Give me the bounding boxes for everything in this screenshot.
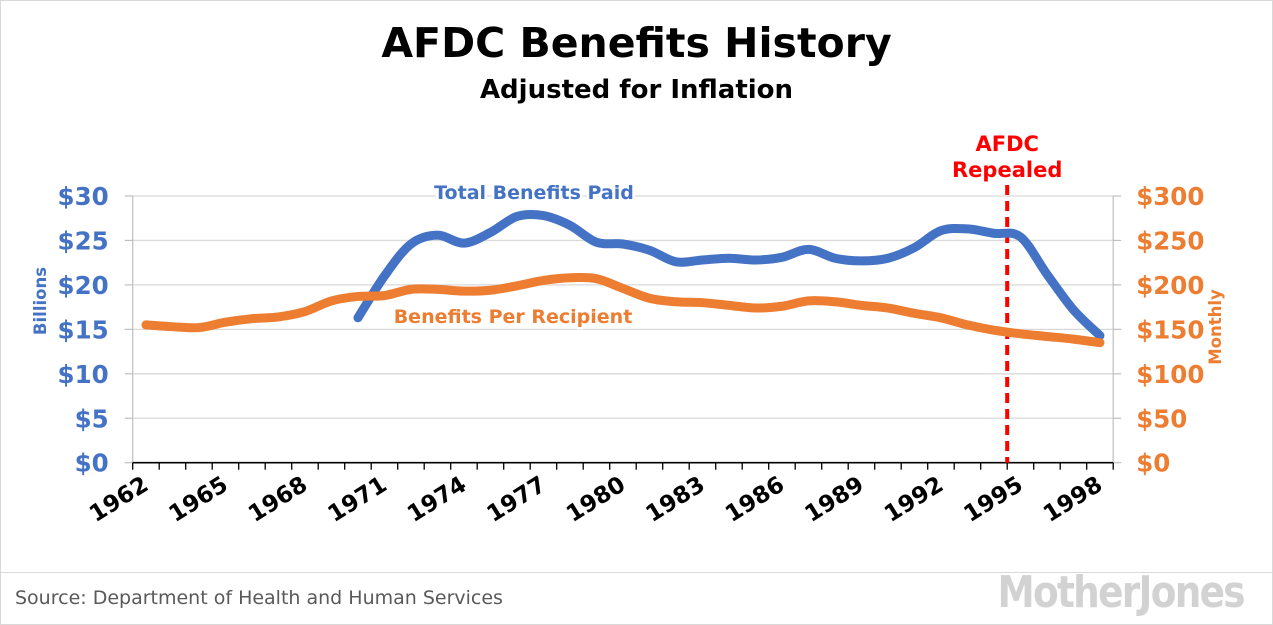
repeal-marker-label: Repealed [952, 158, 1062, 182]
y-axis-right-tick-label: $50 [1136, 404, 1187, 433]
repeal-marker-label: AFDC [975, 132, 1038, 156]
x-axis-year-label: 1962 [85, 472, 153, 528]
y-axis-left-tick-label: $15 [58, 315, 109, 344]
y-axis-left-tick-label: $5 [75, 404, 109, 433]
y-axis-right-tick-label: $250 [1136, 226, 1204, 255]
series-label-total-benefits-paid: Total Benefits Paid [434, 182, 634, 204]
y-axis-left-title: Billions [31, 267, 50, 335]
y-axis-right-tick-label: $0 [1136, 449, 1170, 478]
x-axis-year-label: 1971 [324, 472, 392, 528]
y-axis-left-tick-label: $25 [58, 226, 109, 255]
y-axis-right-tick-label: $300 [1136, 182, 1204, 211]
chart-plot-area: $0 $5 $10 $15 $20 $25 $30 $0 $50 $100 $150 $200 $250… [31, 132, 1225, 528]
x-axis-year-label: 1986 [721, 472, 789, 528]
x-axis-year-label: 1980 [562, 472, 630, 528]
chart-title: AFDC Benefits History [381, 19, 892, 67]
y-axis-left-tick-label: $30 [58, 182, 109, 211]
y-axis-left-tick-label: $10 [58, 360, 109, 389]
source-note: Source: Department of Health and Human S… [15, 587, 503, 609]
y-axis-left-tick-label: $20 [58, 271, 109, 300]
x-axis-year-label: 1995 [960, 472, 1028, 528]
series-line-total-benefits-paid [353, 209, 1105, 341]
mother-jones-logo: MotherJones [997, 567, 1246, 618]
series-line-benefits-per-recipient [141, 272, 1105, 348]
x-axis-year-label: 1977 [483, 472, 551, 528]
x-axis-year-label: 1983 [642, 472, 710, 528]
x-axis-year-label: 1989 [801, 472, 869, 528]
y-axis-right-tick-label: $200 [1136, 271, 1204, 300]
chart-subtitle: Adjusted for Inflation [479, 75, 794, 105]
x-axis-year-label: 1998 [1039, 472, 1107, 528]
y-axis-right-tick-label: $150 [1136, 315, 1204, 344]
x-axis-year-label: 1992 [880, 472, 948, 528]
footer-divider [1, 572, 1272, 573]
y-axis-left-tick-label: $0 [75, 449, 109, 478]
x-axis-year-label: 1968 [244, 472, 312, 528]
y-axis-right-tick-label: $100 [1136, 360, 1204, 389]
x-axis-year-label: 1965 [165, 472, 233, 528]
x-axis-year-label: 1974 [403, 472, 471, 528]
y-axis-right-title: Monthly [1206, 289, 1225, 365]
series-label-benefits-per-recipient: Benefits Per Recipient [394, 306, 633, 328]
